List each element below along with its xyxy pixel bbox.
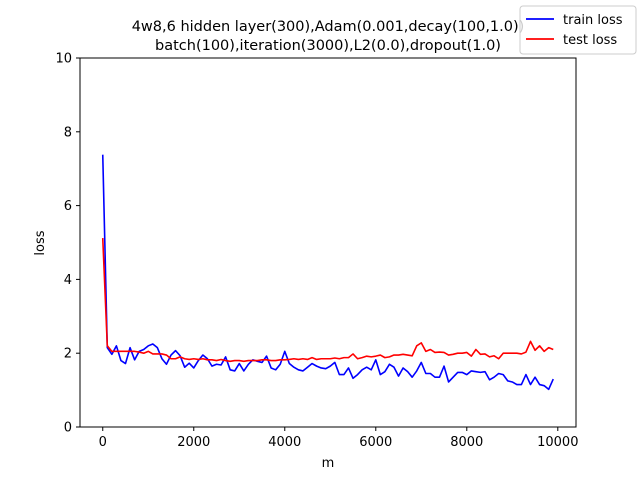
- plot-area: [79, 57, 577, 428]
- x-tick-label: 2000: [177, 435, 210, 450]
- y-tick-label: 6: [64, 199, 72, 214]
- legend-label-train-loss: train loss: [563, 13, 623, 28]
- legend-box: [519, 5, 637, 55]
- y-axis-label: loss: [33, 230, 48, 255]
- y-tick-label: 0: [64, 421, 72, 436]
- y-axis-ticks: 0 2 4 6 8 10: [55, 52, 80, 436]
- y-tick-label: 2: [64, 347, 72, 362]
- x-tick-label: 8000: [450, 435, 483, 450]
- x-tick-label: 6000: [359, 435, 392, 450]
- chart-title-line2: batch(100),iteration(3000),L2(0.0),dropo…: [155, 38, 501, 54]
- x-tick-label: 0: [99, 435, 107, 450]
- y-tick-label: 4: [64, 273, 72, 288]
- series-lines: [101, 154, 554, 391]
- chart-title-line1: 4w8,6 hidden layer(300),Adam(0.001,decay…: [132, 19, 525, 35]
- series-line-train-loss: [101, 154, 554, 391]
- legend-label-test-loss: test loss: [563, 33, 617, 48]
- y-tick-label: 10: [55, 52, 72, 67]
- x-tick-label: 4000: [268, 435, 301, 450]
- y-tick-label: 8: [64, 125, 72, 140]
- series-line-test-loss: [101, 238, 554, 363]
- x-axis-ticks: 0 2000 4000 6000 8000 10000: [99, 427, 578, 450]
- x-axis-label: m: [322, 456, 335, 471]
- legend: train loss test loss: [519, 5, 637, 55]
- x-tick-label: 10000: [537, 435, 578, 450]
